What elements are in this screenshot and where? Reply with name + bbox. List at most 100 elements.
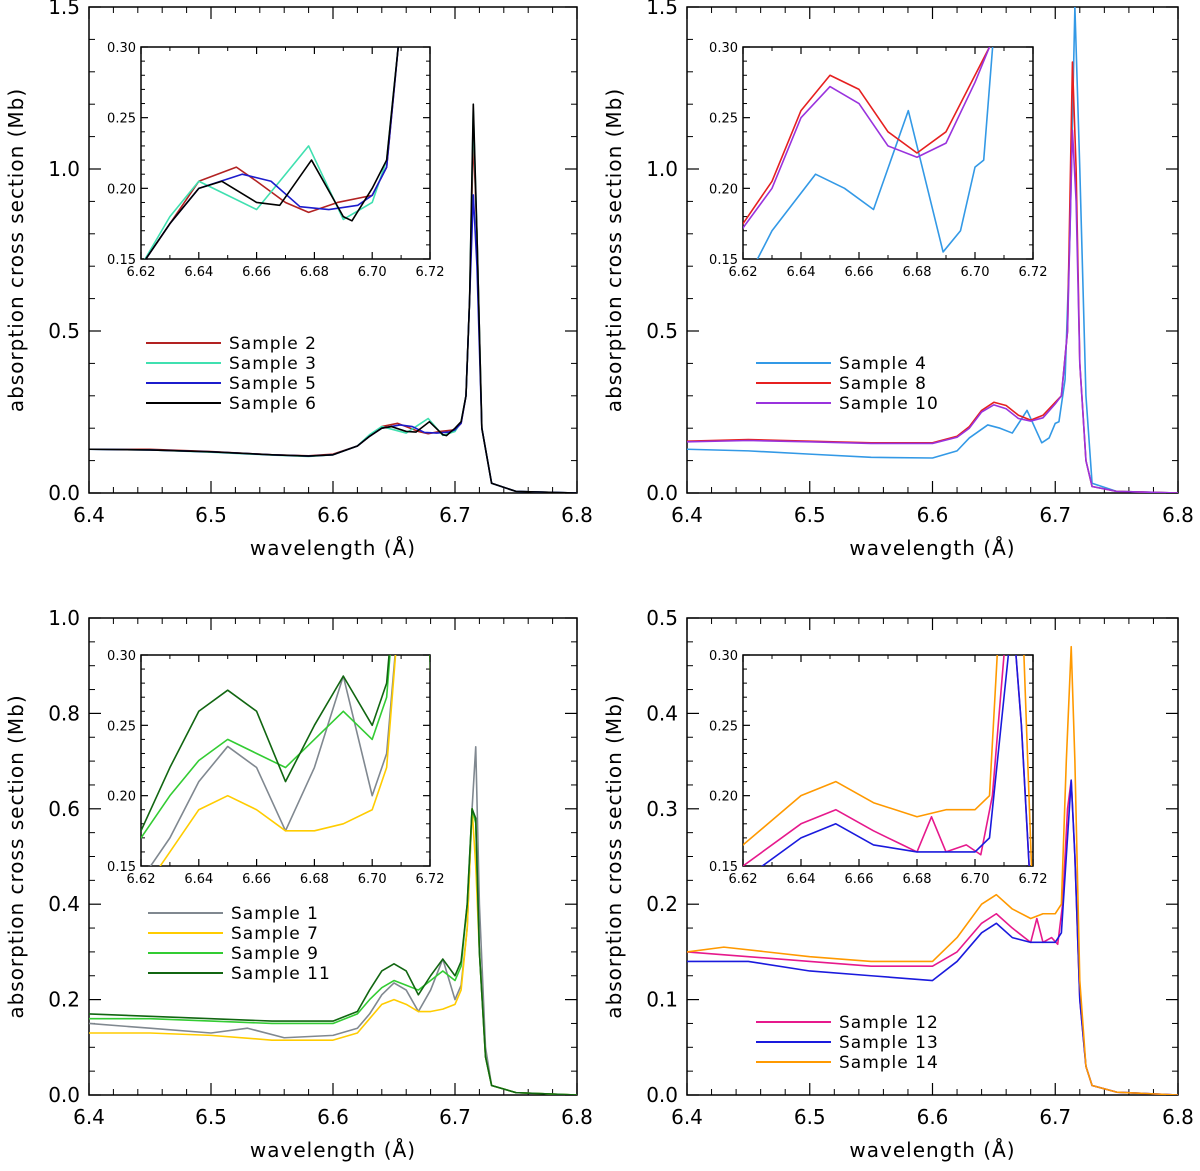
axis-ytick-label: 0.8 <box>48 701 80 725</box>
axis-xtick-label: 6.5 <box>195 503 227 527</box>
axis-xtick-label: 6.7 <box>1039 503 1071 527</box>
legend-entry: Sample 7 <box>231 924 319 944</box>
inset-series-line-sample-5 <box>144 47 400 259</box>
series-line-sample-4 <box>687 7 1178 493</box>
inset-ytick-label: 0.25 <box>107 719 136 734</box>
inset-series-group <box>743 655 1033 866</box>
inset-xtick-label: 6.72 <box>416 872 445 887</box>
axis-ytick-label: 0.0 <box>646 481 678 505</box>
inset-plot: 6.62 6.64 6.66 6.68 6.70 6.72 0.15 0.20 0.25 0.30 <box>107 649 445 887</box>
legend-entry: Sample 4 <box>839 354 927 374</box>
axis-xtick-label: 6.8 <box>561 1105 593 1129</box>
axis-xtick-label: 6.7 <box>439 503 471 527</box>
y-axis-label: absorption cross section (Mb) <box>4 88 28 412</box>
inset-ytick-label: 0.20 <box>709 182 738 197</box>
inset-series-line-sample-10 <box>743 47 991 229</box>
axis-xtick-label: 6.4 <box>671 1105 703 1129</box>
legend-entry: Sample 8 <box>839 374 927 394</box>
axis-xtick-label: 6.7 <box>1039 1105 1071 1129</box>
inset-xtick-label: 6.66 <box>242 265 271 280</box>
inset-xtick-label: 6.62 <box>729 265 758 280</box>
inset-xtick-label: 6.66 <box>242 872 271 887</box>
inset-xtick-label: 6.72 <box>1019 265 1048 280</box>
series-line-sample-1 <box>89 745 577 1095</box>
axis-xtick-label: 6.8 <box>1162 503 1194 527</box>
inset-ytick-label: 0.20 <box>107 182 136 197</box>
legend-entry: Sample 9 <box>231 944 319 964</box>
axis-ytick-label: 0.4 <box>48 892 80 916</box>
inset-series-line-sample-1 <box>149 655 396 866</box>
inset-ytick-label: 0.15 <box>709 253 738 268</box>
x-axis-label: wavelength (Å) <box>849 1138 1015 1162</box>
axis-xtick-label: 6.6 <box>317 503 349 527</box>
inset-ytick-label: 0.30 <box>107 41 136 56</box>
series-group <box>89 745 577 1095</box>
inset-xtick-label: 6.62 <box>127 265 156 280</box>
axis-ytick-label: 1.0 <box>48 606 80 630</box>
series-group <box>89 103 577 493</box>
series-line-sample-14 <box>687 645 1178 1095</box>
inset-xtick-label: 6.64 <box>184 265 213 280</box>
series-group <box>687 7 1178 493</box>
series-line-sample-10 <box>687 129 1178 493</box>
axis-ytick-label: 0.3 <box>646 797 678 821</box>
inset-xtick-label: 6.62 <box>729 872 758 887</box>
inset-ytick-label: 0.25 <box>709 719 738 734</box>
axis-ytick-label: 0.5 <box>48 319 80 343</box>
inset-xtick-label: 6.64 <box>184 872 213 887</box>
y-axis-label: absorption cross section (Mb) <box>602 694 626 1018</box>
x-axis-label: wavelength (Å) <box>849 536 1015 560</box>
axis-ytick-label: 0.5 <box>646 319 678 343</box>
inset-xtick-label: 6.64 <box>787 265 816 280</box>
inset-xtick-label: 6.68 <box>903 265 932 280</box>
inset-series-line-sample-14 <box>743 655 1033 866</box>
inset-xtick-label: 6.66 <box>845 872 874 887</box>
inset-frame <box>140 46 431 260</box>
inset-series-group <box>144 47 400 259</box>
axis-xtick-label: 6.4 <box>73 503 105 527</box>
inset-xtick-label: 6.70 <box>961 265 990 280</box>
axis-ytick-label: 0.1 <box>646 988 678 1012</box>
legend-entry: Sample 13 <box>839 1033 939 1053</box>
axis-xtick-label: 6.8 <box>561 503 593 527</box>
axis-ytick-label: 0.2 <box>646 892 678 916</box>
series-line-sample-6 <box>89 103 577 493</box>
inset-xtick-label: 6.68 <box>300 872 329 887</box>
inset-ytick-label: 0.15 <box>107 860 136 875</box>
inset-xtick-label: 6.64 <box>787 872 816 887</box>
inset-ytick-label: 0.20 <box>709 790 738 805</box>
inset-ytick-label: 0.25 <box>107 112 136 127</box>
axis-ytick-label: 1.5 <box>646 0 678 19</box>
inset-xtick-label: 6.62 <box>127 872 156 887</box>
axis-xtick-label: 6.5 <box>195 1105 227 1129</box>
inset-xtick-label: 6.66 <box>845 265 874 280</box>
inset-ytick-label: 0.30 <box>107 649 136 664</box>
inset-series-group <box>141 655 430 866</box>
inset-ytick-label: 0.25 <box>709 112 738 127</box>
axis-ytick-label: 1.0 <box>646 157 678 181</box>
axis-xtick-label: 6.4 <box>73 1105 105 1129</box>
inset-series-line-sample-7 <box>159 655 430 866</box>
legend-entry: Sample 10 <box>839 394 939 414</box>
x-axis-label: wavelength (Å) <box>250 536 416 560</box>
axis-xtick-label: 6.5 <box>794 1105 826 1129</box>
inset-plot: 6.62 6.64 6.66 6.68 6.70 6.72 0.15 0.20 0.25 0.30 <box>709 649 1048 887</box>
chart-panel-top-left: 6.4 6.5 6.6 6.7 6.8 0.0 0.5 1.0 1.5 wavelength (Å… <box>4 0 593 560</box>
inset-plot: 6.62 6.64 6.66 6.68 6.70 6.72 0.15 0.20 0.25 0.30 <box>107 41 444 280</box>
axis-xtick-label: 6.6 <box>917 503 949 527</box>
axis-xtick-label: 6.5 <box>794 503 826 527</box>
inset-xtick-label: 6.72 <box>1019 872 1048 887</box>
y-axis-label: absorption cross section (Mb) <box>602 88 626 412</box>
inset-series-line-sample-11 <box>141 655 430 832</box>
inset-xtick-label: 6.68 <box>300 265 329 280</box>
inset-ytick-label: 0.15 <box>709 860 738 875</box>
legend-entry: Sample 3 <box>229 354 317 374</box>
legend-entry: Sample 12 <box>839 1013 939 1033</box>
inset-xtick-label: 6.68 <box>903 872 932 887</box>
axis-xtick-label: 6.8 <box>1162 1105 1194 1129</box>
legend-entry: Sample 14 <box>839 1053 939 1073</box>
inset-ytick-label: 0.15 <box>107 253 136 268</box>
inset-series-line-sample-8 <box>743 47 991 225</box>
legend-entry: Sample 11 <box>231 964 331 984</box>
